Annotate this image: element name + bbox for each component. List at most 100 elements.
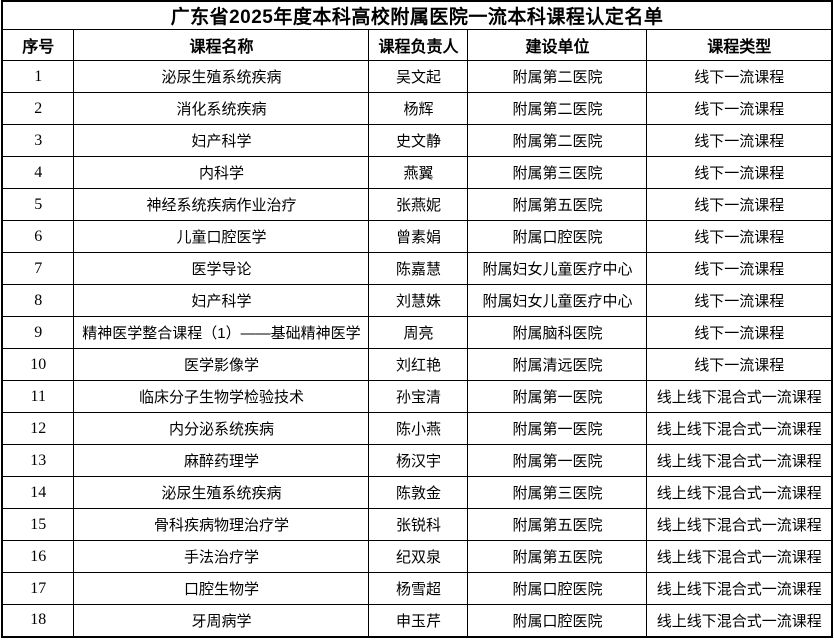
row-index-cell: 11 — [1, 380, 75, 413]
table-cell: 泌尿生殖系统疾病 — [73, 476, 370, 509]
table-cell: 线上线下混合式一流课程 — [646, 412, 833, 445]
row-index-cell: 1 — [1, 60, 75, 93]
table-cell: 妇产科学 — [73, 124, 370, 157]
table-row: 7 医学导论 陈嘉慧 附属妇女儿童医疗中心 线下一流课程 — [1, 252, 833, 285]
table-row: 14 泌尿生殖系统疾病 陈敦金 附属第三医院 线上线下混合式一流课程 — [1, 476, 833, 509]
table-cell: 附属第三医院 — [467, 156, 648, 189]
table-cell: 附属第一医院 — [467, 444, 648, 477]
table-cell: 线上线下混合式一流课程 — [646, 572, 833, 605]
row-index-cell: 17 — [1, 572, 75, 605]
row-index-cell: 9 — [1, 316, 75, 349]
table-cell: 麻醉药理学 — [73, 444, 370, 477]
row-index-cell: 2 — [1, 92, 75, 125]
table-cell: 内分泌系统疾病 — [73, 412, 370, 445]
table-cell: 骨科疾病物理治疗学 — [73, 508, 370, 541]
table-cell: 周亮 — [368, 316, 469, 349]
table-row: 4 内科学 燕翼 附属第三医院 线下一流课程 — [1, 156, 833, 189]
table-cell: 附属第三医院 — [467, 476, 648, 509]
table-cell: 附属妇女儿童医疗中心 — [467, 284, 648, 317]
table-cell: 张锐科 — [368, 508, 469, 541]
row-index-cell: 18 — [1, 604, 75, 637]
table-cell: 附属口腔医院 — [467, 604, 648, 637]
table-cell: 刘红艳 — [368, 348, 469, 381]
table-cell: 附属第二医院 — [467, 92, 648, 125]
table-row: 12 内分泌系统疾病 陈小燕 附属第一医院 线上线下混合式一流课程 — [1, 412, 833, 445]
row-index-cell: 14 — [1, 476, 75, 509]
table-cell: 线下一流课程 — [646, 220, 833, 253]
col-header-course-leader: 课程负责人 — [368, 29, 469, 61]
table-cell: 杨雪超 — [368, 572, 469, 605]
table-cell: 附属第五医院 — [467, 188, 648, 221]
col-header-course-name: 课程名称 — [73, 29, 370, 61]
table-cell: 线下一流课程 — [646, 188, 833, 221]
table-cell: 附属清远医院 — [467, 348, 648, 381]
row-index-cell: 15 — [1, 508, 75, 541]
col-header-course-type: 课程类型 — [646, 29, 833, 61]
table-cell: 线上线下混合式一流课程 — [646, 444, 833, 477]
table-cell: 妇产科学 — [73, 284, 370, 317]
table-cell: 神经系统疾病作业治疗 — [73, 188, 370, 221]
table-cell: 线下一流课程 — [646, 156, 833, 189]
table-cell: 吴文起 — [368, 60, 469, 93]
table-cell: 线上线下混合式一流课程 — [646, 380, 833, 413]
table-cell: 陈小燕 — [368, 412, 469, 445]
table-row: 15 骨科疾病物理治疗学 张锐科 附属第五医院 线上线下混合式一流课程 — [1, 508, 833, 541]
table-cell: 线下一流课程 — [646, 124, 833, 157]
table-cell: 陈嘉慧 — [368, 252, 469, 285]
table-body: 1 泌尿生殖系统疾病 吴文起 附属第二医院 线下一流课程 2 消化系统疾病 杨辉 附属第二医院线… — [1, 60, 833, 637]
table-cell: 史文静 — [368, 124, 469, 157]
table-cell: 附属第五医院 — [467, 508, 648, 541]
table-cell: 线下一流课程 — [646, 348, 833, 381]
table-cell: 附属第一医院 — [467, 380, 648, 413]
table-cell: 附属第五医院 — [467, 540, 648, 573]
row-index-cell: 12 — [1, 412, 75, 445]
table-row: 1 泌尿生殖系统疾病 吴文起 附属第二医院 线下一流课程 — [1, 60, 833, 93]
row-index-cell: 5 — [1, 188, 75, 221]
row-index-cell: 8 — [1, 284, 75, 317]
table-cell: 孙宝清 — [368, 380, 469, 413]
col-header-construction-unit: 建设单位 — [467, 29, 648, 61]
row-index-cell: 3 — [1, 124, 75, 157]
table-row: 5 神经系统疾病作业治疗 张燕妮 附属第五医院 线下一流课程 — [1, 188, 833, 221]
table-cell: 附属妇女儿童医疗中心 — [467, 252, 648, 285]
table-row: 8 妇产科学 刘慧姝 附属妇女儿童医疗中心 线下一流课程 — [1, 284, 833, 317]
table-cell: 申玉芹 — [368, 604, 469, 637]
table-cell: 线上线下混合式一流课程 — [646, 540, 833, 573]
table-row: 18 牙周病学 申玉芹 附属口腔医院 线上线下混合式一流课程 — [1, 604, 833, 637]
table-cell: 精神医学整合课程（1）——基础精神医学 — [73, 316, 370, 349]
table-cell: 杨辉 — [368, 92, 469, 125]
table-cell: 线下一流课程 — [646, 284, 833, 317]
row-index-cell: 13 — [1, 444, 75, 477]
table-row: 6 儿童口腔医学 曾素娟 附属口腔医院 线下一流课程 — [1, 220, 833, 253]
table-cell: 附属第二医院 — [467, 124, 648, 157]
table-cell: 刘慧姝 — [368, 284, 469, 317]
row-index-cell: 4 — [1, 156, 75, 189]
table-cell: 临床分子生物学检验技术 — [73, 380, 370, 413]
table-row: 16 手法治疗学 纪双泉 附属第五医院 线上线下混合式一流课程 — [1, 540, 833, 573]
table-cell: 附属脑科医院 — [467, 316, 648, 349]
row-index-cell: 10 — [1, 348, 75, 381]
table-row: 2 消化系统疾病 杨辉 附属第二医院 线下一流课程 — [1, 92, 833, 125]
row-index-cell: 16 — [1, 540, 75, 573]
table-cell: 口腔生物学 — [73, 572, 370, 605]
table-cell: 内科学 — [73, 156, 370, 189]
table-cell: 线下一流课程 — [646, 316, 833, 349]
table-cell: 医学导论 — [73, 252, 370, 285]
table-cell: 附属第一医院 — [467, 412, 648, 445]
table-row: 3 妇产科学 史文静 附属第二医院 线下一流课程 — [1, 124, 833, 157]
table-cell: 线下一流课程 — [646, 252, 833, 285]
col-header-index: 序号 — [1, 29, 75, 61]
table-cell: 张燕妮 — [368, 188, 469, 221]
row-index-cell: 7 — [1, 252, 75, 285]
table-cell: 牙周病学 — [73, 604, 370, 637]
table-cell: 陈敦金 — [368, 476, 469, 509]
table-cell: 附属口腔医院 — [467, 572, 648, 605]
table-cell: 儿童口腔医学 — [73, 220, 370, 253]
table-cell: 杨汉宇 — [368, 444, 469, 477]
table-cell: 泌尿生殖系统疾病 — [73, 60, 370, 93]
table-cell: 线上线下混合式一流课程 — [646, 604, 833, 637]
row-index-cell: 6 — [1, 220, 75, 253]
page-title: 广东省2025年度本科高校附属医院一流本科课程认定名单 — [1, 0, 833, 30]
